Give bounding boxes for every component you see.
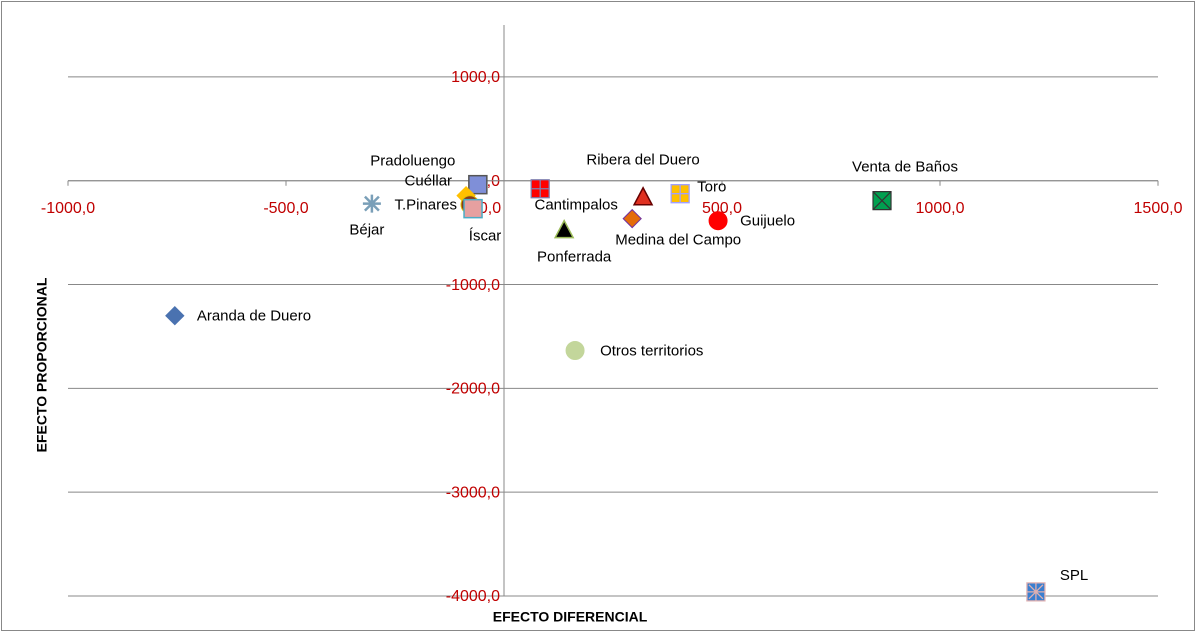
y-tick-label: 1000,0 bbox=[451, 69, 500, 86]
x-tick-label: -1000,0 bbox=[41, 200, 95, 217]
point-label: Ponferrada bbox=[537, 249, 612, 266]
x-axis-title: EFECTO DIFERENCIAL bbox=[493, 609, 648, 625]
y-tick-label: -4000,0 bbox=[446, 588, 500, 605]
point bbox=[632, 186, 654, 206]
point-label: SPL bbox=[1060, 567, 1088, 584]
point bbox=[362, 194, 381, 213]
point-label: Cantimpalos bbox=[535, 197, 618, 214]
point-label: Medina del Campo bbox=[615, 232, 741, 249]
point-label: Venta de Baños bbox=[852, 159, 958, 176]
point bbox=[1026, 582, 1046, 602]
y-tick-label: -2000,0 bbox=[446, 381, 500, 398]
x-tick-label: 0,0 bbox=[479, 200, 501, 217]
point bbox=[553, 219, 575, 239]
point-label: Aranda de Duero bbox=[197, 308, 311, 325]
point bbox=[670, 184, 690, 204]
point-label: Otros territorios bbox=[600, 342, 703, 359]
point-label: Ribera del Duero bbox=[586, 152, 699, 169]
point bbox=[872, 191, 892, 211]
point-label: T.Pinares bbox=[394, 197, 457, 214]
point bbox=[530, 179, 550, 199]
x-tick-label: 1000,0 bbox=[916, 200, 965, 217]
point-label: Béjar bbox=[349, 222, 384, 239]
x-tick-label: 1500,0 bbox=[1134, 200, 1183, 217]
point bbox=[565, 340, 585, 360]
x-tick-label: -500,0 bbox=[263, 200, 308, 217]
point-label: Pradoluengo bbox=[370, 153, 455, 170]
point bbox=[468, 174, 488, 195]
point bbox=[622, 208, 642, 229]
point-label: Cuéllar bbox=[405, 173, 453, 190]
point bbox=[165, 305, 185, 326]
y-tick-label: -3000,0 bbox=[446, 484, 500, 501]
point bbox=[708, 211, 728, 231]
y-tick-label: -1000,0 bbox=[446, 277, 500, 294]
point-label: Íscar bbox=[469, 228, 502, 245]
point-label: Guijuelo bbox=[740, 213, 795, 230]
x-tick-label: 500,0 bbox=[702, 200, 742, 217]
point bbox=[463, 198, 483, 219]
y-axis-title: EFECTO PROPORCIONAL bbox=[34, 277, 50, 452]
point-label: Toro bbox=[697, 179, 726, 196]
